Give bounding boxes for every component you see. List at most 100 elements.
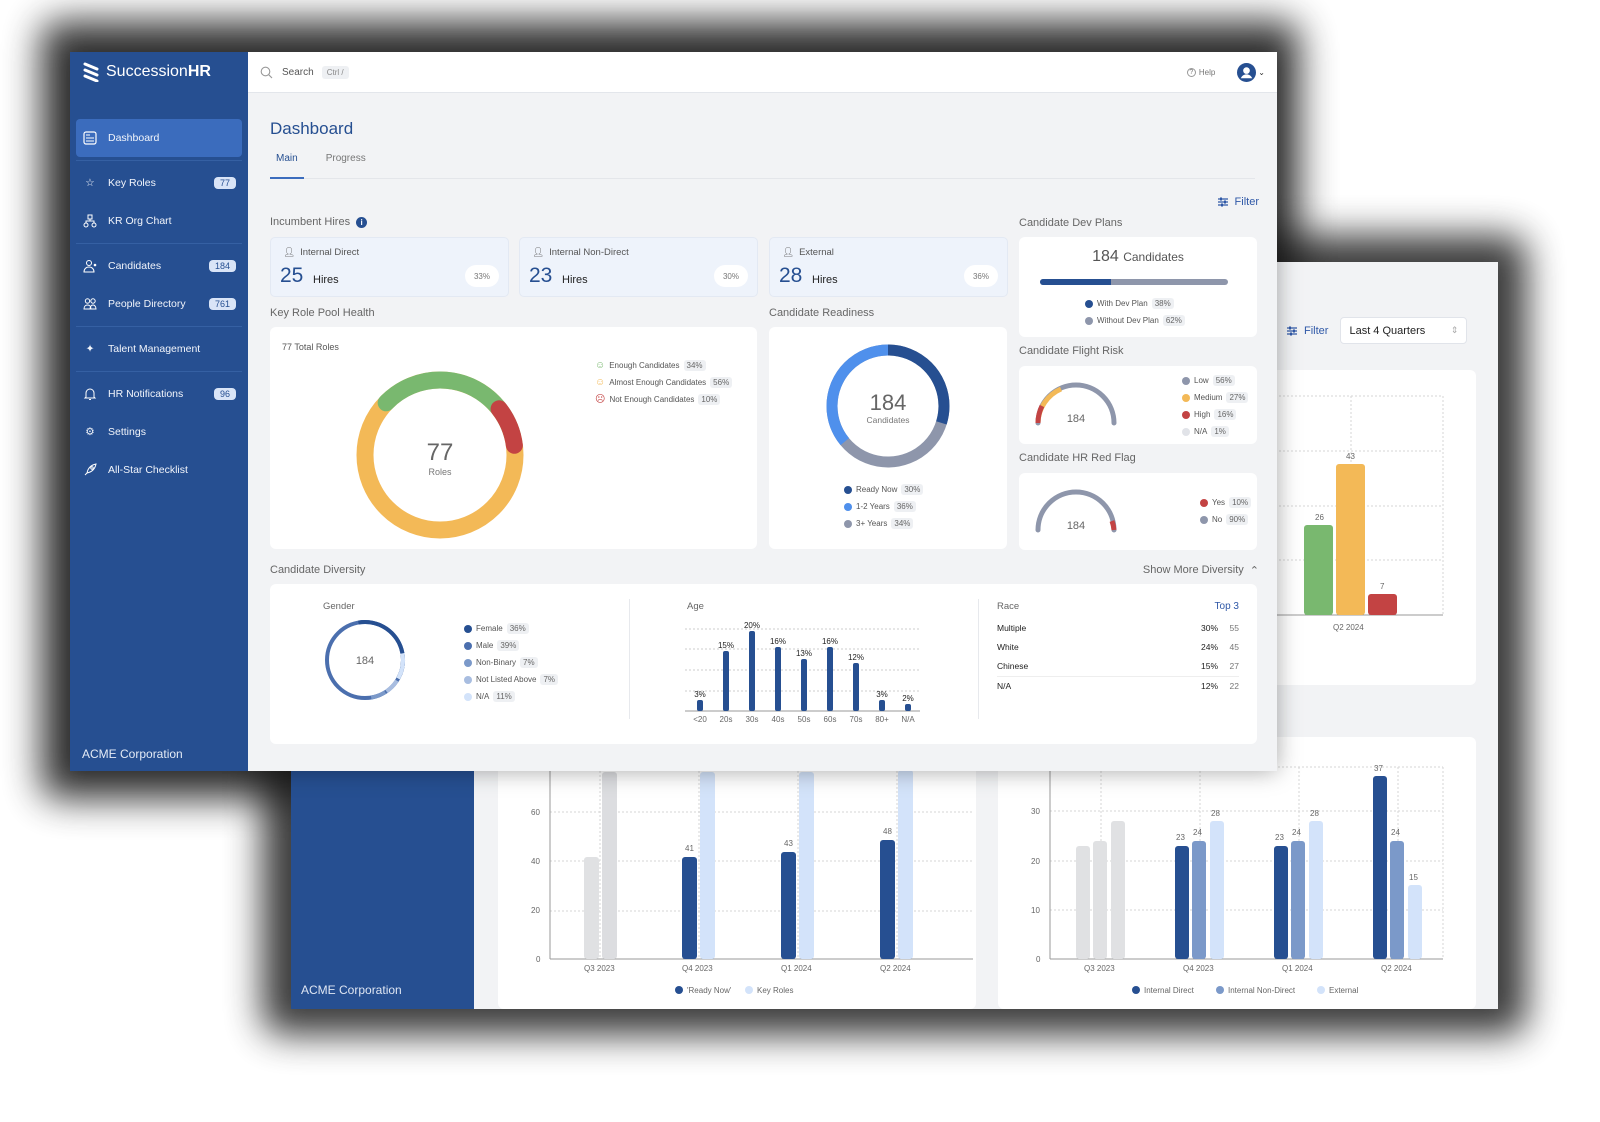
svg-text:24: 24 [1292, 828, 1301, 837]
readiness-card: 184 Candidates Ready Now 30% 1-2 Years 36%… [769, 327, 1007, 549]
sidebar-item-kr-org-chart[interactable]: KR Org Chart [76, 202, 242, 240]
person-icon: 👤︎ [532, 247, 545, 258]
sidebar-item-dashboard[interactable]: Dashboard [76, 119, 242, 157]
sidebar-item-label: Settings [108, 426, 146, 438]
sidebar-item-candidates[interactable]: Candidates 184 [76, 247, 242, 285]
hire-card-pct: 30% [714, 265, 748, 287]
show-more-diversity-button[interactable]: Show More Diversity ⌃ [1142, 564, 1259, 577]
help-icon: ? [1186, 67, 1196, 77]
hire-card-unit: Hires [313, 274, 339, 286]
back-filter-button[interactable]: Filter [1286, 325, 1328, 337]
svg-text:Q3 2023: Q3 2023 [1084, 964, 1115, 973]
hire-card-pct: 33% [465, 265, 499, 287]
sidebar-item-label: Key Roles [108, 177, 156, 189]
key-roles-badge: 77 [213, 177, 236, 189]
svg-text:77: 77 [427, 439, 454, 466]
svg-text:20: 20 [531, 906, 540, 915]
sidebar-item-hr-notifications[interactable]: HR Notifications 96 [76, 375, 242, 413]
svg-text:15: 15 [1409, 873, 1418, 882]
svg-text:N/A: N/A [901, 715, 915, 724]
hire-card-external[interactable]: 👤︎ External 28 Hires 36% [769, 237, 1008, 297]
info-icon[interactable]: i [356, 216, 368, 228]
frown-icon: ☹ [595, 394, 606, 405]
svg-text:13%: 13% [796, 649, 812, 658]
neutral-face-icon: ☺ [595, 377, 606, 388]
page-title: Dashboard [270, 119, 354, 138]
sidebar-item-label: KR Org Chart [108, 215, 172, 227]
sidebar-item-label: HR Notifications [108, 388, 184, 400]
sidebar-item-all-star-checklist[interactable]: All-Star Checklist [76, 451, 242, 489]
svg-text:37: 37 [1374, 764, 1383, 773]
hire-card-internal-non-direct[interactable]: 👤︎ Internal Non-Direct 23 Hires 30% [519, 237, 758, 297]
help-button[interactable]: ? Help [1186, 67, 1215, 77]
gender-legend: Female 36% Male 39% Non-Binary 7% Not Liste… [464, 620, 559, 705]
star-icon: ☆ [85, 177, 95, 189]
sidebar-item-key-roles[interactable]: ☆ Key Roles 77 [76, 164, 242, 202]
dev-plans-heading: Candidate Dev Plans [1019, 217, 1123, 229]
svg-text:Internal Non-Direct: Internal Non-Direct [1228, 986, 1296, 995]
age-bar-chart[interactable]: 3% 15% 20% 16% 13% 16% 12% 3% 2% <20 20s 30s 40s… [680, 614, 925, 724]
ready-now-panel: 0 20 40 60 41 43 48 Q3 2023 Q4 2023 Q1 2… [498, 737, 976, 1009]
svg-text:3%: 3% [876, 690, 888, 699]
sidebar-item-talent-management[interactable]: ✦ Talent Management [76, 330, 242, 368]
svg-text:15%: 15% [718, 641, 734, 650]
hire-card-label: Internal Direct [300, 247, 360, 258]
notifications-badge: 96 [213, 388, 236, 400]
svg-text:70s: 70s [850, 715, 863, 724]
pool-health-donut[interactable]: 77 Roles [350, 365, 530, 545]
svg-text:'Ready Now': 'Ready Now' [687, 986, 732, 995]
svg-text:10: 10 [1031, 906, 1040, 915]
period-select-value: Last 4 Quarters [1349, 324, 1426, 337]
race-table: Multiple 30% 55 White 24% 45 Chinese 15% 27 N/… [997, 618, 1239, 696]
main-content: Dashboard Main Progress Filter Incumbent… [248, 93, 1277, 771]
pool-health-legend: ☺ Enough Candidates 34% ☺ Almost Enough Can… [595, 357, 733, 408]
svg-text:3%: 3% [694, 690, 706, 699]
svg-text:16%: 16% [822, 637, 838, 646]
race-top-3-link[interactable]: Top 3 [1214, 601, 1239, 612]
hire-card-value: 23 [529, 264, 553, 287]
filter-button[interactable]: Filter [1217, 196, 1259, 208]
diversity-card: Gender 184 Female 36% Male 39% Non-Binary 7… [270, 584, 1257, 744]
gender-donut[interactable]: 184 [322, 617, 408, 703]
hire-card-label: Internal Non-Direct [549, 247, 629, 258]
pool-health-card: 77 Total Roles 77 Roles ☺ Enough Candidat… [270, 327, 757, 549]
flight-risk-legend: Low 56% Medium 27% High 16% N/A 1% [1182, 372, 1249, 440]
flight-risk-heading: Candidate Flight Risk [1019, 345, 1124, 357]
search-input[interactable]: Search [282, 66, 314, 78]
svg-text:Q1 2024: Q1 2024 [1282, 964, 1313, 973]
sidebar-nav: Dashboard ☆ Key Roles 77 KR Org Chart Ca… [76, 119, 242, 489]
company-name: ACME Corporation [301, 983, 402, 997]
svg-text:40: 40 [531, 857, 540, 866]
logo[interactable]: SuccessionHR [82, 62, 211, 82]
race-row: White 24% 45 [997, 642, 1239, 653]
sidebar-item-people-directory[interactable]: People Directory 761 [76, 285, 242, 323]
red-flag-gauge[interactable]: 184 [1031, 485, 1121, 545]
sidebar-item-settings[interactable]: ⚙ Settings [76, 413, 242, 451]
svg-text:20s: 20s [720, 715, 733, 724]
readiness-donut[interactable]: 184 Candidates [824, 342, 952, 470]
svg-text:0: 0 [1036, 955, 1041, 964]
divider [978, 599, 979, 719]
red-flag-heading: Candidate HR Red Flag [1019, 452, 1136, 464]
brand-name: SuccessionHR [106, 63, 211, 80]
flight-risk-card: 184 Low 56% Medium 27% High 16% N/A 1% [1019, 366, 1257, 444]
chevron-updown-icon: ⇕ [1450, 325, 1459, 335]
period-select[interactable]: Last 4 Quarters ⇕ [1340, 317, 1468, 344]
filter-label: Filter [1234, 196, 1259, 208]
incumbent-hires-heading: Incumbent Hires i [270, 216, 368, 228]
page-tabs: Main Progress [270, 153, 1255, 179]
tab-main[interactable]: Main [270, 153, 304, 179]
sidebar-item-label: All-Star Checklist [108, 464, 188, 476]
flight-risk-gauge[interactable]: 184 [1031, 378, 1121, 438]
svg-text:0: 0 [536, 955, 541, 964]
svg-text:50s: 50s [798, 715, 811, 724]
sliders-icon [1287, 326, 1297, 335]
svg-text:23: 23 [1275, 833, 1284, 842]
svg-text:Key Roles: Key Roles [757, 986, 793, 995]
ready-now-chart: 0 20 40 60 41 43 48 Q3 2023 Q4 2023 Q1 2… [531, 747, 973, 995]
dev-plans-progress-bar [1040, 279, 1228, 285]
search-box[interactable]: Search Ctrl / [260, 65, 349, 79]
user-menu[interactable]: ⌄ [1237, 62, 1265, 82]
tab-progress[interactable]: Progress [325, 153, 366, 164]
hire-card-internal-direct[interactable]: 👤︎ Internal Direct 25 Hires 33% [270, 237, 509, 297]
